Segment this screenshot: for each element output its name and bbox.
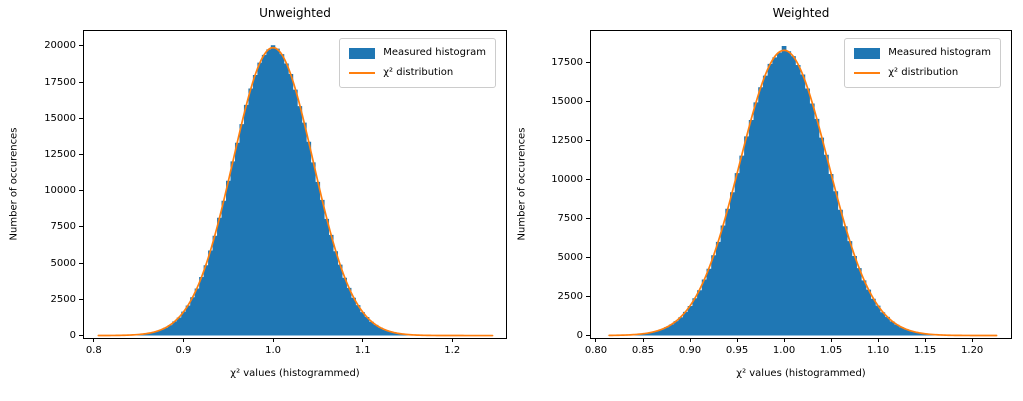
x-tick-label: 0.80 xyxy=(584,345,608,356)
x-tick-mark xyxy=(93,338,95,342)
y-tick-mark xyxy=(586,296,590,298)
y-tick-label: 15000 xyxy=(551,96,583,108)
legend-item-measured-histogram: Measured histogram xyxy=(349,46,486,60)
y-tick-label: 12500 xyxy=(44,149,76,161)
x-tick-label: 1.00 xyxy=(772,345,796,356)
y-tick-label: 15000 xyxy=(44,112,76,124)
y-tick-mark xyxy=(79,190,83,192)
x-tick-mark xyxy=(595,338,597,342)
chi2-distribution-curve xyxy=(97,46,494,337)
left-x-axis-label: χ² values (histogrammed) xyxy=(230,368,360,379)
y-tick-label: 0 xyxy=(69,330,76,342)
x-tick-mark xyxy=(736,338,738,342)
x-tick-label: 0.95 xyxy=(725,345,749,356)
x-tick-mark xyxy=(451,338,453,342)
y-tick-label: 17500 xyxy=(44,76,76,88)
x-tick-mark xyxy=(877,338,879,342)
right-plot-title: Weighted xyxy=(772,6,830,20)
x-tick-mark xyxy=(689,338,691,342)
weighted-plot-svg xyxy=(607,45,999,337)
y-tick-mark xyxy=(586,335,590,336)
y-tick-label: 10000 xyxy=(44,185,76,197)
curve-swatch-icon xyxy=(854,72,881,74)
measured-histogram-bars xyxy=(607,45,999,336)
x-tick-label: 1.05 xyxy=(819,345,843,356)
y-tick-mark xyxy=(79,226,83,228)
y-tick-mark xyxy=(79,298,83,300)
legend-label-measured-histogram: Measured histogram xyxy=(888,47,991,58)
x-tick-label: 0.85 xyxy=(631,345,655,356)
y-tick-label: 7500 xyxy=(557,213,583,225)
x-tick-mark xyxy=(272,338,274,342)
y-tick-mark xyxy=(79,262,83,264)
curve-swatch-icon xyxy=(349,72,376,74)
x-tick-label: 1.0 xyxy=(265,345,281,356)
x-tick-mark xyxy=(971,338,973,342)
x-tick-mark xyxy=(924,338,926,342)
x-tick-label: 0.8 xyxy=(85,345,102,356)
y-tick-label: 5000 xyxy=(557,252,583,264)
chi2-distribution-curve xyxy=(608,49,998,337)
x-tick-mark xyxy=(182,338,184,342)
left-y-axis-label: Number of occurences xyxy=(8,127,20,241)
y-tick-label: 2500 xyxy=(557,291,583,303)
legend-label-measured-histogram: Measured histogram xyxy=(383,47,486,58)
x-tick-label: 1.20 xyxy=(961,345,984,356)
x-tick-label: 1.10 xyxy=(866,345,890,356)
unweighted-axes: Measured histogram χ² distribution 0.8 0.… xyxy=(44,30,507,356)
y-tick-mark xyxy=(79,335,83,337)
legend: Measured histogram χ² distribution xyxy=(844,38,1001,88)
y-tick-label: 5000 xyxy=(50,257,76,269)
y-tick-mark xyxy=(586,140,590,142)
legend-label-chi2-distribution: χ² distribution xyxy=(888,67,959,78)
y-tick-mark xyxy=(79,45,83,47)
right-y-axis-label: Number of occurences xyxy=(516,127,528,241)
measured-histogram-bars xyxy=(96,45,495,336)
legend-item-chi2-distribution: χ² distribution xyxy=(349,66,486,80)
right-x-axis-label: χ² values (histogrammed) xyxy=(736,368,866,379)
weighted-axes: Measured histogram χ² distribution 0.80 0… xyxy=(551,30,1012,356)
legend-item-chi2-distribution: χ² distribution xyxy=(854,66,991,80)
y-tick-mark xyxy=(586,218,590,220)
y-tick-label: 20000 xyxy=(44,40,76,52)
y-tick-mark xyxy=(586,179,590,181)
x-tick-label: 1.1 xyxy=(354,345,371,356)
legend-label-chi2-distribution: χ² distribution xyxy=(383,67,454,78)
y-tick-mark xyxy=(79,154,83,156)
legend-item-measured-histogram: Measured histogram xyxy=(854,46,991,60)
histogram-swatch-icon xyxy=(349,47,376,59)
legend: Measured histogram χ² distribution xyxy=(339,38,496,88)
histogram-swatch-icon xyxy=(854,47,881,59)
y-tick-label: 7500 xyxy=(50,221,76,233)
x-tick-mark xyxy=(362,338,364,342)
y-tick-mark xyxy=(79,81,83,83)
x-tick-mark xyxy=(642,338,644,342)
y-tick-label: 17500 xyxy=(551,57,583,69)
y-tick-label: 0 xyxy=(576,330,583,341)
y-tick-mark xyxy=(586,62,590,64)
x-tick-label: 0.9 xyxy=(175,345,192,356)
y-tick-mark xyxy=(79,117,83,119)
x-tick-label: 1.15 xyxy=(913,345,937,356)
x-tick-mark xyxy=(830,338,832,342)
y-tick-mark xyxy=(586,257,590,259)
left-plot-title: Unweighted xyxy=(259,6,331,20)
y-tick-label: 10000 xyxy=(551,174,583,186)
y-tick-label: 2500 xyxy=(50,293,76,305)
y-tick-label: 12500 xyxy=(551,135,583,147)
x-tick-mark xyxy=(783,338,785,342)
x-tick-label: 1.2 xyxy=(444,345,461,356)
x-tick-label: 0.90 xyxy=(678,345,702,356)
unweighted-plot-svg xyxy=(96,45,495,337)
y-tick-mark xyxy=(586,101,590,103)
